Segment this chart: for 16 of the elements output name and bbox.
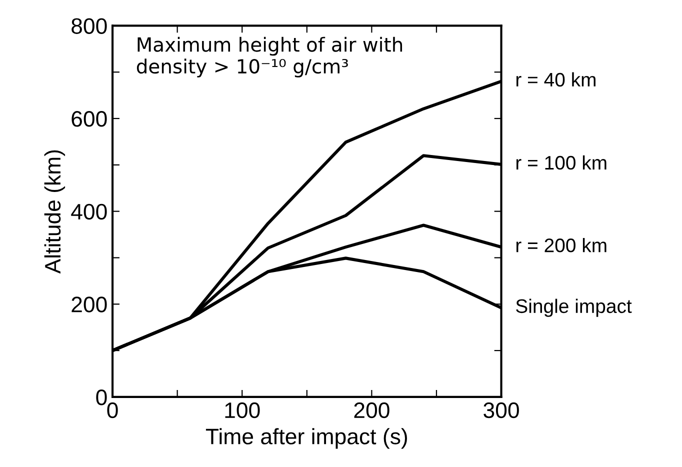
x-tick-label: 300 bbox=[484, 402, 519, 418]
y-tick-label: 200 bbox=[72, 296, 107, 312]
x-tick-label: 0 bbox=[107, 402, 118, 418]
y-tick-label: 400 bbox=[71, 204, 107, 220]
x-tick-label: 100 bbox=[225, 402, 260, 418]
x-axis-title: Time after impact (s) bbox=[206, 428, 407, 449]
y-tick-label: 0 bbox=[96, 389, 107, 406]
y-axis-title: Altitude (km) bbox=[44, 150, 66, 274]
legend-label: r = 200 km bbox=[516, 238, 606, 252]
y-tick-label: 800 bbox=[72, 18, 107, 34]
x-tick-label: 200 bbox=[354, 402, 390, 418]
legend-label: Single impact bbox=[516, 298, 632, 317]
legend-label: r = 40 km bbox=[516, 72, 596, 87]
text: Maximum height of air with density > 10⁻¹⁰ g/cm³ bbox=[136, 36, 402, 78]
legend-label: r = 100 km bbox=[516, 155, 606, 170]
y-tick-label: 600 bbox=[72, 111, 107, 127]
